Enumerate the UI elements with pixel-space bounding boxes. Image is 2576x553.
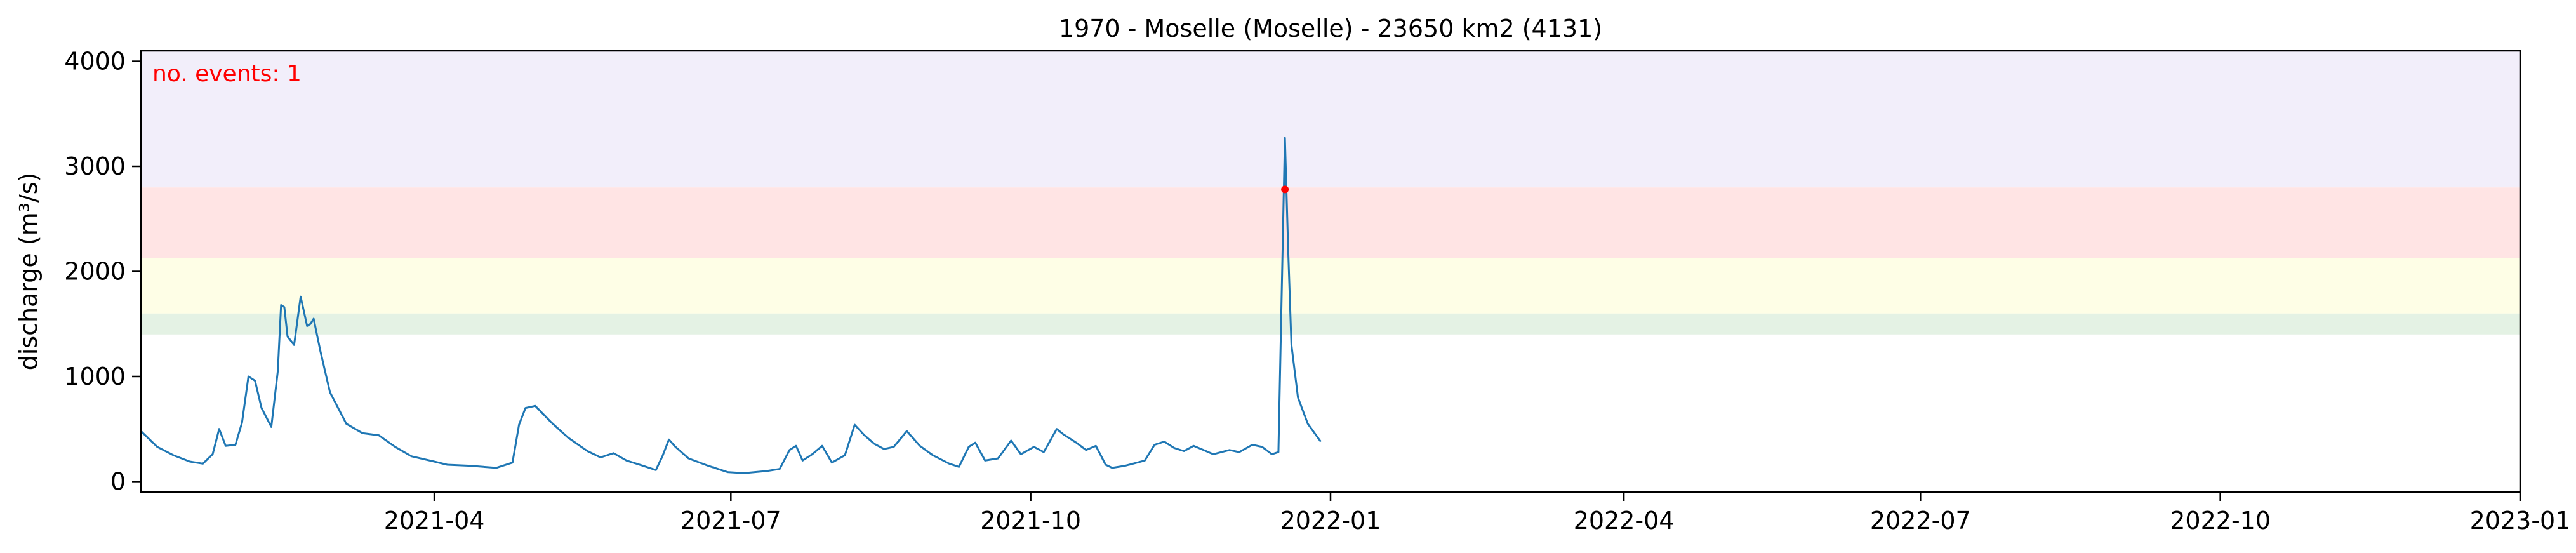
events-group — [1281, 185, 1289, 194]
event-marker-0 — [1281, 185, 1289, 194]
x-tick-label-4: 2022-04 — [1574, 507, 1675, 535]
y-tick-label-4: 4000 — [64, 48, 126, 76]
y-tick-label-1: 1000 — [64, 363, 126, 390]
series-line-0 — [140, 137, 1322, 474]
threshold-band-0 — [141, 313, 2520, 335]
x-tick-label-1: 2021-07 — [681, 507, 781, 535]
x-tick-label-0: 2021-04 — [384, 507, 485, 535]
y-axis-label: discharge (m³/s) — [15, 173, 43, 371]
series-group — [140, 137, 1322, 474]
threshold-band-2 — [141, 187, 2520, 258]
threshold-band-1 — [141, 257, 2520, 314]
x-axis: 2021-04 2021-07 2021-10 2022-01 2022-04 2022-… — [384, 492, 2571, 535]
y-axis: 0 1000 2000 3000 4000 — [64, 48, 141, 495]
x-tick-label-2: 2021-10 — [980, 507, 1081, 535]
y-tick-label-2: 2000 — [64, 258, 126, 286]
threshold-bands — [141, 51, 2520, 335]
y-tick-label-3: 3000 — [64, 152, 126, 180]
x-tick-label-3: 2022-01 — [1280, 507, 1381, 535]
events-annotation: no. events: 1 — [152, 61, 302, 87]
threshold-band-3 — [141, 51, 2520, 188]
x-tick-label-7: 2023-01 — [2470, 507, 2571, 535]
x-tick-label-6: 2022-10 — [2170, 507, 2271, 535]
y-tick-label-0: 0 — [110, 467, 126, 495]
chart-title: 1970 - Moselle (Moselle) - 23650 km2 (41… — [1059, 15, 1602, 43]
x-tick-label-5: 2022-07 — [1870, 507, 1971, 535]
